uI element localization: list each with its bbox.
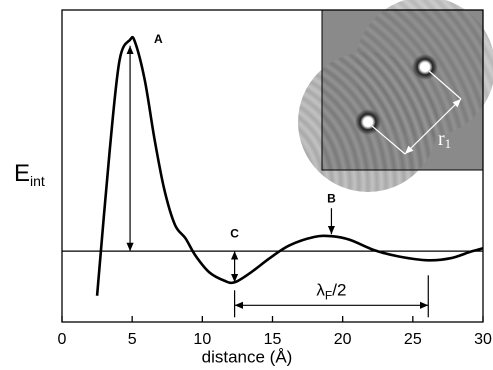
x-tick-label: 15 (264, 331, 282, 348)
lambda-rest: /2 (332, 281, 346, 300)
y-axis-label: Eint (14, 160, 45, 188)
label-a: A (154, 32, 163, 46)
x-tick-label: 20 (334, 331, 352, 348)
label-c: C (230, 226, 239, 240)
x-tick-label: 5 (128, 331, 137, 348)
label-b: B (327, 191, 336, 205)
chart: r1 distance (Å) Eint 0 5 10 15 20 25 30 A B CλF/2 (0, 0, 493, 370)
x-tick-label: 0 (58, 331, 67, 348)
x-tick-label: 30 (474, 331, 492, 348)
lambda-label: λF/2 (316, 281, 346, 303)
x-tick-label: 25 (404, 331, 422, 348)
x-axis-label: distance (Å) (202, 347, 293, 366)
lambda-sub: F (325, 288, 332, 302)
inset-image: r1 (298, 0, 493, 192)
x-tick-label: 10 (193, 331, 211, 348)
